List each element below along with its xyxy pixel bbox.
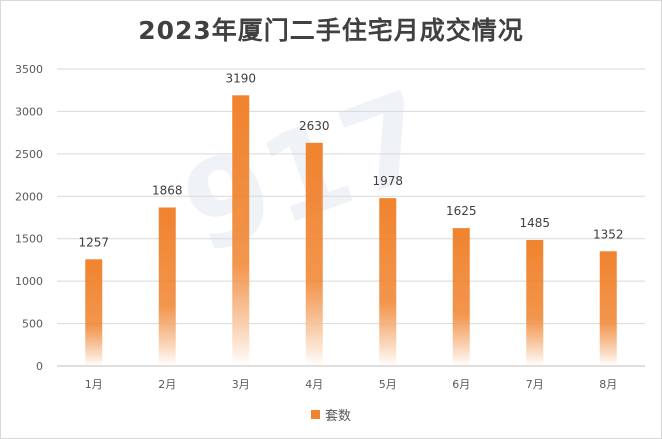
y-tick-label: 500 bbox=[22, 318, 43, 331]
y-axis: 0 500 1000 1500 2000 2500 3000 3500 bbox=[15, 63, 43, 373]
bar bbox=[379, 198, 397, 366]
data-label: 1978 bbox=[372, 174, 403, 188]
bar bbox=[526, 239, 544, 366]
y-tick-label: 2500 bbox=[15, 148, 43, 161]
gridlines bbox=[57, 68, 645, 325]
legend-label: 套数 bbox=[324, 409, 351, 424]
bar bbox=[452, 228, 470, 366]
y-tick-label: 0 bbox=[36, 360, 43, 373]
data-label: 1485 bbox=[519, 216, 550, 230]
y-tick-label: 1500 bbox=[15, 233, 43, 246]
y-tick-label: 2000 bbox=[15, 190, 43, 203]
legend: 套数 bbox=[1, 405, 661, 424]
data-label: 1352 bbox=[593, 227, 624, 241]
x-tick-label: 1月 bbox=[85, 378, 103, 391]
chart-title: 2023年厦门二手住宅月成交情况 bbox=[138, 16, 524, 45]
x-tick-label: 4月 bbox=[305, 378, 323, 391]
x-tick-label: 7月 bbox=[526, 378, 544, 391]
bar bbox=[85, 259, 103, 366]
bar bbox=[232, 95, 250, 366]
x-tick-label: 2月 bbox=[158, 378, 176, 391]
data-label: 1625 bbox=[446, 204, 477, 218]
bar bbox=[305, 142, 323, 366]
x-tick-label: 3月 bbox=[232, 378, 250, 391]
x-tick-label: 6月 bbox=[452, 378, 470, 391]
legend-swatch bbox=[310, 410, 320, 419]
y-tick-label: 3500 bbox=[15, 63, 43, 76]
bar bbox=[158, 207, 176, 366]
x-tick-label: 8月 bbox=[599, 378, 617, 391]
y-tick-label: 3000 bbox=[15, 105, 43, 118]
bars: 1257 1868 3190 2630 1978 1625 1485 1352 bbox=[78, 71, 624, 366]
y-tick-label: 1000 bbox=[15, 275, 43, 288]
data-label: 1868 bbox=[152, 183, 183, 197]
bar bbox=[599, 251, 617, 366]
data-label: 3190 bbox=[225, 71, 256, 85]
data-label: 2630 bbox=[299, 119, 330, 133]
data-label: 1257 bbox=[78, 235, 109, 249]
x-axis: 1月 2月 3月 4月 5月 6月 7月 8月 bbox=[57, 365, 645, 391]
x-tick-label: 5月 bbox=[379, 378, 397, 391]
